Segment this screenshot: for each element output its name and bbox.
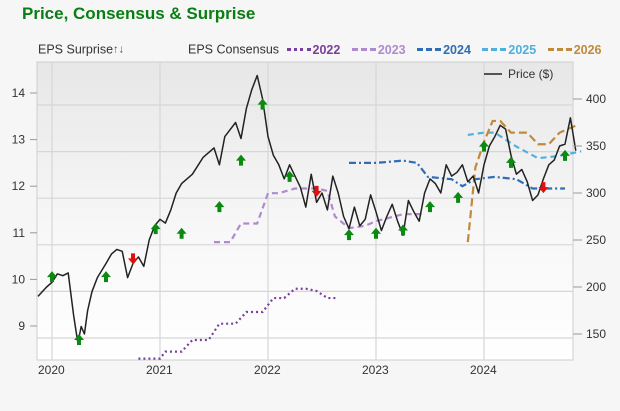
surprise-up-icon [176,227,187,239]
surprise-down-icon [538,182,549,194]
chart-title: Price, Consensus & Surprise [22,4,256,23]
consensus-line-2022 [138,287,339,360]
price-line [37,74,577,345]
svg-text:2020: 2020 [38,363,65,377]
svg-text:350: 350 [586,139,606,153]
svg-text:200: 200 [586,280,606,294]
svg-text:2023: 2023 [362,363,389,377]
legend-year-2024: 2024 [443,42,471,57]
legend-line-2026-icon [547,48,572,52]
surprise-up-icon [284,170,295,182]
gridlines [37,62,573,360]
surprise-up-icon [371,227,381,239]
legend-year-2025: 2025 [508,42,537,57]
svg-text:2021: 2021 [146,363,173,377]
svg-text:2024: 2024 [470,363,497,377]
legend-year-2026: 2026 [573,42,602,57]
consensus-line-2024 [349,159,565,190]
legend-line-2025-icon [482,48,507,52]
legend-consensus-label: EPS Consensus [188,42,280,57]
svg-text:11: 11 [13,226,26,240]
svg-text:10: 10 [12,272,26,286]
svg-text:12: 12 [12,179,26,193]
svg-text:400: 400 [586,92,606,106]
axes: 9 10 11 12 13 14 150 200 250 300 350 400 2020 2021 202… [12,86,607,377]
consensus-line-2026 [466,119,577,243]
svg-text:2022: 2022 [254,363,281,377]
legend-price: Price ($) [484,67,553,81]
surprise-up-icon [101,271,111,283]
surprise-up-icon [398,224,408,236]
consensus-line-2025 [467,131,582,160]
consensus-lines [138,119,582,360]
surprise-up-icon [453,191,464,203]
svg-text:150: 150 [586,327,606,341]
surprise-down-icon [311,185,322,197]
surprise-up-icon [257,98,268,110]
legend-line-2022-icon [286,48,311,52]
surprise-down-icon [128,253,138,265]
legend-year-2022: 2022 [312,42,341,57]
svg-text:300: 300 [586,186,606,200]
legend-eps-surprise: EPS Surprise↑↓ [38,42,124,57]
plot-area [36,61,574,361]
legend-year-2023: 2023 [377,42,406,57]
legend-line-2024-icon [417,48,442,52]
surprise-up-icon [74,333,84,345]
svg-text:9: 9 [18,319,25,333]
surprise-up-icon [506,156,516,168]
surprise-up-icon [344,229,354,241]
surprise-up-icon [214,201,225,213]
eps-surprise-markers [47,98,570,345]
svg-text:13: 13 [12,133,26,147]
svg-text:14: 14 [12,86,26,100]
surprise-up-icon [560,149,570,161]
arrow-down-icon: ↓ [118,43,125,56]
legend-price-label: Price ($) [508,67,553,81]
surprise-up-icon [150,223,161,235]
arrow-up-icon: ↑ [113,43,119,56]
surprise-up-icon [479,140,489,152]
surprise-up-icon [425,201,435,213]
legend-eps-consensus: EPS Consensus 2022 2023 2024 2025 2026 [188,42,606,57]
svg-text:250: 250 [586,233,606,247]
legend-line-2023-icon [351,48,376,52]
legend-surprise-label: EPS Surprise [38,42,114,57]
surprise-up-icon [47,271,57,283]
surprise-up-icon [236,154,246,166]
